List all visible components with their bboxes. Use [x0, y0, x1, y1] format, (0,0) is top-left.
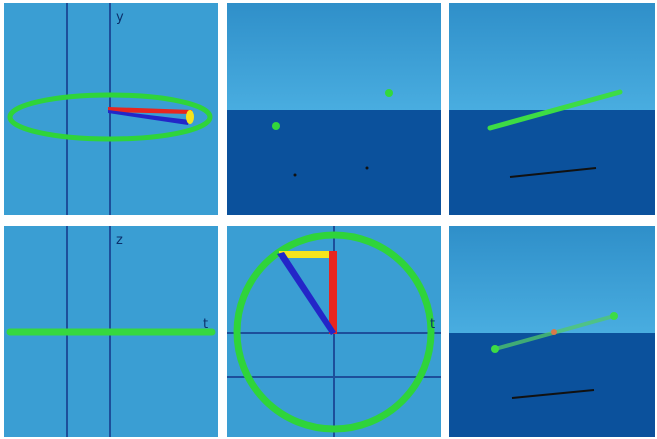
- panel-3d-line: [449, 3, 655, 215]
- panel-circle: t: [227, 226, 441, 437]
- axis-label: z: [116, 233, 123, 248]
- axis-label: t: [203, 317, 208, 332]
- axis-label: y: [116, 10, 124, 25]
- panel-3d-line-dim: [449, 226, 655, 437]
- panel-zt: z t: [4, 226, 218, 437]
- panel-xy: y: [4, 3, 218, 215]
- axis-label: t: [430, 317, 435, 332]
- panel-3d-points: [227, 3, 441, 215]
